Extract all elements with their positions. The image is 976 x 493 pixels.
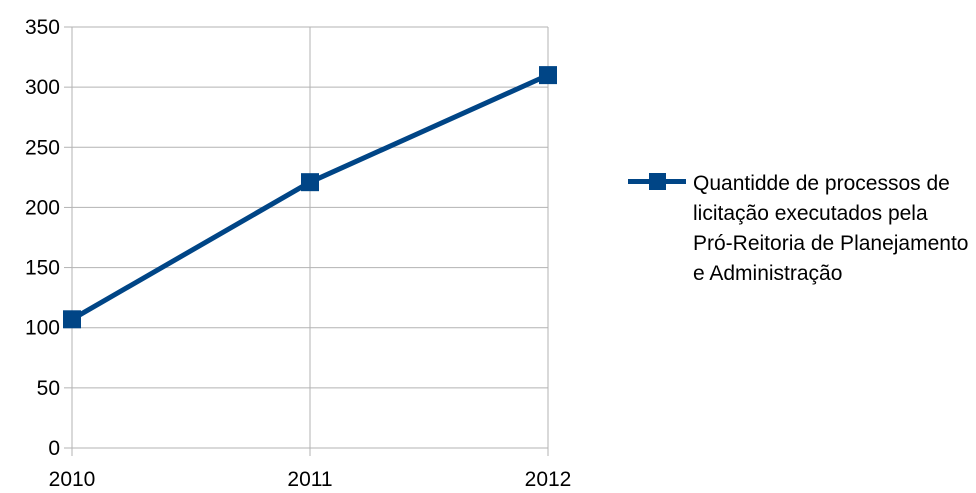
x-tick-label: 2011 <box>287 468 332 491</box>
y-tick-label: 350 <box>25 16 60 39</box>
y-tick-labels: 0 50 100 150 200 250 300 350 <box>25 16 60 460</box>
data-point-marker <box>539 66 557 85</box>
x-tick-labels: 2010 2011 2012 <box>49 468 572 491</box>
legend-square-marker-icon <box>649 173 666 190</box>
legend-label: Quantidde de processos de licitação exec… <box>693 172 969 285</box>
y-tick-label: 50 <box>37 377 60 400</box>
y-tick-label: 250 <box>25 136 60 159</box>
y-tick-label: 150 <box>25 257 60 280</box>
data-point-marker <box>301 173 319 192</box>
y-tick-label: 100 <box>25 317 60 340</box>
x-tick-label: 2012 <box>525 468 572 491</box>
axes <box>64 26 549 456</box>
data-point-marker <box>63 310 81 329</box>
y-tick-label: 300 <box>25 76 60 99</box>
series-layer <box>63 66 557 329</box>
gridlines <box>72 26 549 448</box>
x-tick-label: 2010 <box>49 468 96 491</box>
y-tick-label: 0 <box>48 437 60 460</box>
y-tick-label: 200 <box>25 196 60 219</box>
